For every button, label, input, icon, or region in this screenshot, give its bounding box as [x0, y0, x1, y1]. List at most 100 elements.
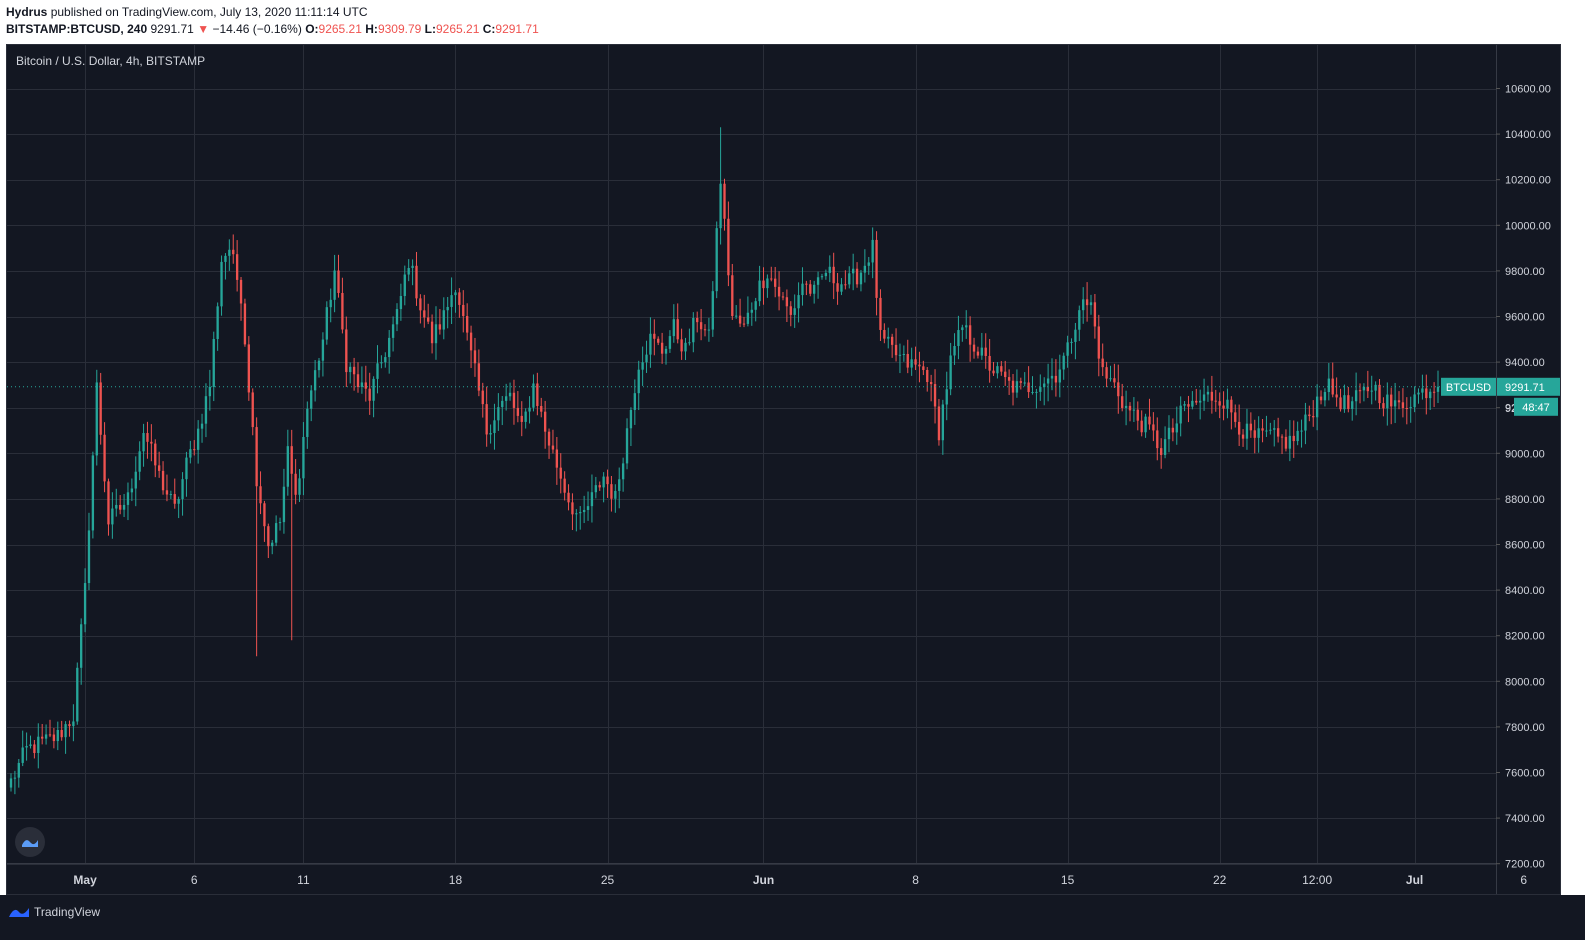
candle-body — [290, 446, 293, 474]
candle-body — [883, 329, 886, 339]
candle-body — [329, 299, 332, 308]
candle-body — [855, 268, 859, 285]
candle-body — [497, 407, 500, 421]
candle-body — [52, 734, 56, 742]
price-tick-label: 9800.00 — [1505, 266, 1545, 278]
candle-body — [274, 523, 278, 543]
candle-body — [848, 273, 851, 285]
price-tick-label: 10200.00 — [1505, 175, 1551, 187]
candle-body — [111, 508, 114, 525]
candle-body — [115, 504, 118, 509]
publish-header: Hydrus published on TradingView.com, Jul… — [0, 0, 1585, 44]
price-tick-label: 8400.00 — [1505, 585, 1545, 597]
candle-body — [313, 370, 317, 391]
candle-body — [317, 360, 321, 371]
author-name[interactable]: Hydrus — [6, 5, 48, 19]
candle-body — [1007, 377, 1011, 381]
candle-body — [610, 484, 613, 499]
candle-body — [582, 509, 586, 513]
open-label: O: — [305, 22, 319, 36]
high-value: 9309.79 — [377, 22, 422, 36]
symbol-price-tag — [1441, 377, 1496, 396]
last-price-value: 9291.71 — [1505, 382, 1545, 394]
candle-body — [1206, 391, 1210, 395]
time-tick-label: May — [73, 873, 97, 887]
candle-body — [816, 277, 820, 285]
chart-panel[interactable]: 10600.00 10400.00 10200.00 10000.00 9800.00 9… — [6, 44, 1561, 895]
candle-body — [774, 278, 777, 287]
candle-body — [1011, 380, 1015, 393]
candle-body — [1089, 302, 1093, 306]
candle-body — [945, 389, 948, 405]
candle-body — [1140, 420, 1143, 433]
countdown-tag — [1514, 397, 1558, 416]
tradingview-badge-icon[interactable] — [15, 827, 45, 857]
candle-body — [1354, 390, 1358, 402]
candle-body — [890, 336, 894, 345]
candle-body — [770, 278, 773, 280]
candle-body — [177, 499, 180, 504]
candle-body — [157, 465, 161, 471]
candle-body — [1397, 400, 1401, 403]
candle-body — [204, 396, 208, 424]
candle-body — [910, 359, 913, 368]
candle-body — [1132, 409, 1136, 411]
candle-body — [1351, 401, 1354, 409]
candle-body — [621, 463, 625, 480]
candle-body — [1386, 394, 1389, 409]
candle-body — [906, 353, 909, 368]
candle-body — [263, 503, 266, 527]
candle-body — [1031, 391, 1034, 393]
candle-body — [1085, 299, 1089, 306]
candle-body — [859, 272, 863, 285]
price-tick-label: 7200.00 — [1505, 859, 1545, 871]
price-axis[interactable]: 10600.00 10400.00 10200.00 10000.00 9800.00 9… — [1496, 45, 1560, 894]
candle-body — [676, 319, 679, 340]
candle-body — [508, 392, 512, 397]
price-tick-label: 8800.00 — [1505, 494, 1545, 506]
candle-body — [466, 316, 469, 333]
candle-body — [48, 734, 52, 736]
candle-body — [419, 298, 422, 311]
candle-body — [154, 443, 157, 466]
candle-body — [235, 254, 239, 280]
price-tick-label: 8200.00 — [1505, 631, 1545, 643]
candle-body — [781, 296, 785, 298]
candle-body — [1183, 404, 1186, 406]
candle-body — [224, 255, 227, 262]
candle-body — [820, 276, 824, 278]
candle-body — [914, 359, 917, 365]
candle-body — [364, 382, 367, 389]
price-tick-label: 8600.00 — [1505, 540, 1545, 552]
open-value: 9265.21 — [318, 22, 362, 36]
candle-body — [247, 344, 251, 393]
candle-body — [438, 324, 442, 330]
published-text: published on TradingView.com, July 13, 2… — [50, 5, 368, 19]
low-value: 9265.21 — [436, 22, 480, 36]
candle-body — [929, 382, 933, 385]
candle-body — [727, 218, 730, 276]
candle-body — [1136, 409, 1139, 421]
candle-body — [758, 280, 761, 302]
candle-body — [17, 762, 20, 778]
time-tick-label: 15 — [1061, 873, 1075, 887]
last-value: 9291.71 — [150, 22, 194, 36]
candle-body — [1237, 421, 1241, 435]
candle-body — [590, 492, 594, 507]
ohlc-legend: BITSTAMP:BTCUSD, 240 9291.71 ▼ −14.46 (−… — [6, 22, 539, 36]
candle-body — [922, 366, 925, 370]
candle-body — [715, 228, 718, 292]
candlestick-chart[interactable]: 10600.00 10400.00 10200.00 10000.00 9800.00 9… — [7, 45, 1560, 894]
candle-body — [1273, 428, 1276, 430]
tradingview-logo-icon[interactable] — [8, 904, 30, 920]
candle-body — [44, 734, 48, 739]
candle-body — [122, 504, 126, 510]
candle-body — [469, 332, 473, 351]
candle-body — [1347, 395, 1350, 409]
candle-body — [423, 310, 426, 318]
candle-body — [1109, 378, 1112, 380]
candle-body — [196, 428, 200, 450]
candle-body — [777, 286, 781, 297]
footer-brand[interactable]: TradingView — [34, 905, 101, 919]
